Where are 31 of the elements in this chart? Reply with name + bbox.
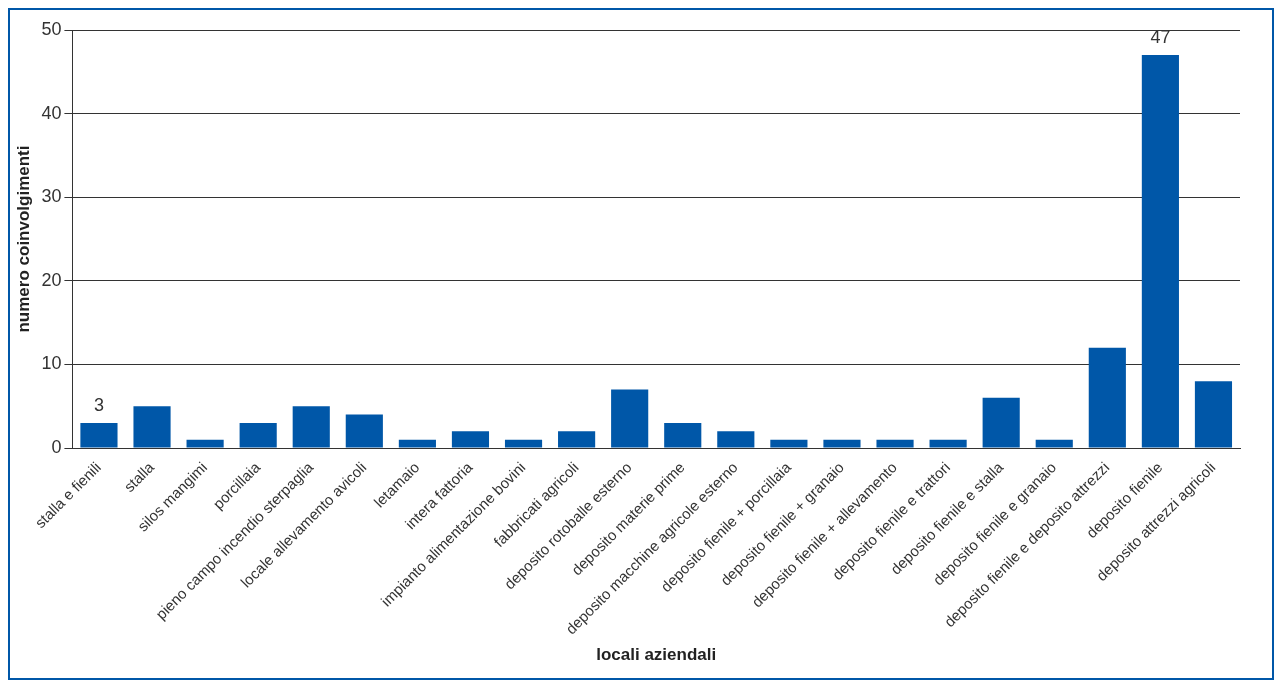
y-tick-label: 0 [51,436,62,457]
bar [239,422,277,448]
y-axis-title: numero coinvolgimenti [13,145,33,333]
y-tick-label: 10 [41,353,62,374]
bar [1088,347,1126,448]
bar [1141,55,1179,448]
bar [770,439,808,448]
bar [558,431,596,448]
bar [398,439,436,448]
bar [133,406,171,448]
bar [717,431,755,448]
y-tick-label: 40 [41,102,62,123]
bar [186,439,224,448]
y-tick-label: 20 [41,269,62,290]
bar [1194,381,1233,448]
bar [876,439,914,448]
bar [929,439,967,448]
bar [292,406,330,448]
bar [345,414,383,448]
x-axis-title: locali aziendali [596,645,717,665]
bar [451,431,490,448]
bar [664,422,702,448]
data-label: 3 [93,394,104,415]
bar [504,439,543,448]
bar [1035,439,1073,448]
bar [80,422,118,448]
y-tick-label: 30 [41,186,62,207]
bar [982,397,1020,448]
bar [823,439,861,448]
bar [611,389,649,448]
y-tick-label: 50 [41,18,62,39]
